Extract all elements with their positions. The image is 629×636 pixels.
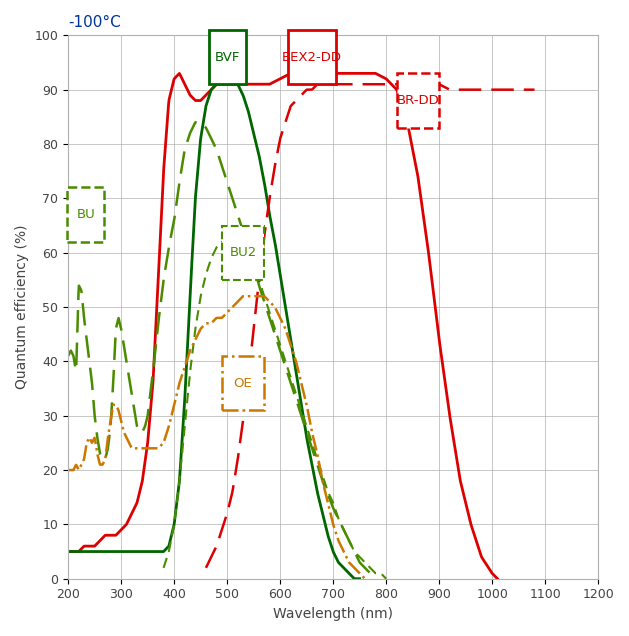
Text: BVF: BVF: [214, 51, 240, 64]
Text: BEX2-DD: BEX2-DD: [282, 51, 342, 64]
FancyBboxPatch shape: [67, 188, 104, 242]
Text: -100°C: -100°C: [68, 15, 121, 30]
FancyBboxPatch shape: [397, 73, 439, 128]
Y-axis label: Quantum efficiency (%): Quantum efficiency (%): [15, 225, 29, 389]
X-axis label: Wavelength (nm): Wavelength (nm): [273, 607, 393, 621]
FancyBboxPatch shape: [222, 226, 264, 280]
Text: OE: OE: [233, 377, 252, 390]
Text: BR-DD: BR-DD: [396, 94, 439, 107]
FancyBboxPatch shape: [288, 30, 336, 84]
FancyBboxPatch shape: [222, 356, 264, 410]
Text: BU: BU: [76, 208, 95, 221]
Text: BU2: BU2: [230, 246, 257, 259]
FancyBboxPatch shape: [209, 30, 246, 84]
